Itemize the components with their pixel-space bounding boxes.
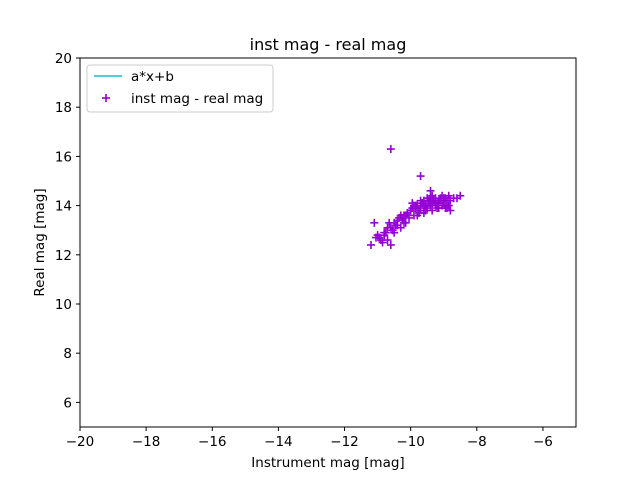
data-point	[444, 191, 453, 200]
data-point	[401, 211, 410, 220]
x-axis-ticks: −20 −18 −16 −14 −12 −10 −8 −6	[66, 427, 553, 450]
data-point	[386, 240, 395, 249]
legend-label-scatter: inst mag - real mag	[131, 91, 263, 107]
data-point	[434, 196, 443, 205]
x-tick-label: −20	[66, 434, 95, 450]
y-tick-label: 10	[55, 297, 72, 313]
x-axis-label: Instrument mag [mag]	[251, 455, 404, 471]
data-point	[391, 221, 400, 230]
data-point	[385, 218, 394, 227]
y-axis-ticks: 6 8 10 12 14 16 18 20	[55, 51, 80, 411]
data-point	[428, 206, 437, 215]
legend-label-fit: a*x+b	[131, 69, 174, 85]
x-tick-label: −6	[533, 434, 553, 450]
legend: a*x+b inst mag - real mag	[86, 64, 274, 113]
y-tick-label: 18	[55, 100, 72, 116]
y-tick-label: 8	[63, 346, 72, 362]
plot-frame	[79, 57, 577, 428]
data-point	[433, 204, 442, 213]
y-axis-label: Real mag [mag]	[32, 188, 48, 296]
legend-plus-icon	[102, 94, 110, 102]
y-tick-label: 20	[55, 51, 72, 67]
data-point	[396, 223, 405, 232]
y-tick-label: 16	[55, 149, 72, 165]
data-point	[414, 206, 423, 215]
data-point	[386, 145, 395, 154]
x-tick-label: −16	[198, 434, 227, 450]
data-point	[375, 233, 384, 242]
y-tick-label: 14	[55, 199, 72, 215]
data-point	[426, 194, 435, 203]
x-tick-label: −12	[330, 434, 359, 450]
data-point	[456, 191, 465, 200]
data-point	[426, 186, 435, 195]
x-tick-label: −18	[132, 434, 161, 450]
legend-plus-marker	[102, 94, 110, 102]
data-point	[446, 196, 455, 205]
data-point	[419, 208, 428, 217]
data-point	[378, 238, 387, 247]
data-point	[400, 218, 409, 227]
y-tick-label: 12	[55, 248, 72, 264]
data-point	[390, 228, 399, 237]
data-point	[428, 199, 437, 208]
data-point	[386, 223, 395, 232]
data-point	[366, 240, 375, 249]
data-point	[411, 201, 420, 210]
data-point	[416, 172, 425, 181]
data-point	[413, 211, 422, 220]
data-point	[381, 228, 390, 237]
data-point	[393, 216, 402, 225]
x-tick-label: −8	[467, 434, 487, 450]
legend-box	[86, 64, 274, 113]
chart-title: inst mag - real mag	[250, 35, 407, 54]
data-point	[383, 236, 392, 245]
data-point	[370, 218, 379, 227]
data-point	[443, 204, 452, 213]
y-tick-label: 6	[63, 395, 72, 411]
x-tick-label: −14	[264, 434, 293, 450]
data-point	[419, 201, 428, 210]
plot-area	[366, 145, 465, 249]
x-tick-label: −10	[396, 434, 425, 450]
